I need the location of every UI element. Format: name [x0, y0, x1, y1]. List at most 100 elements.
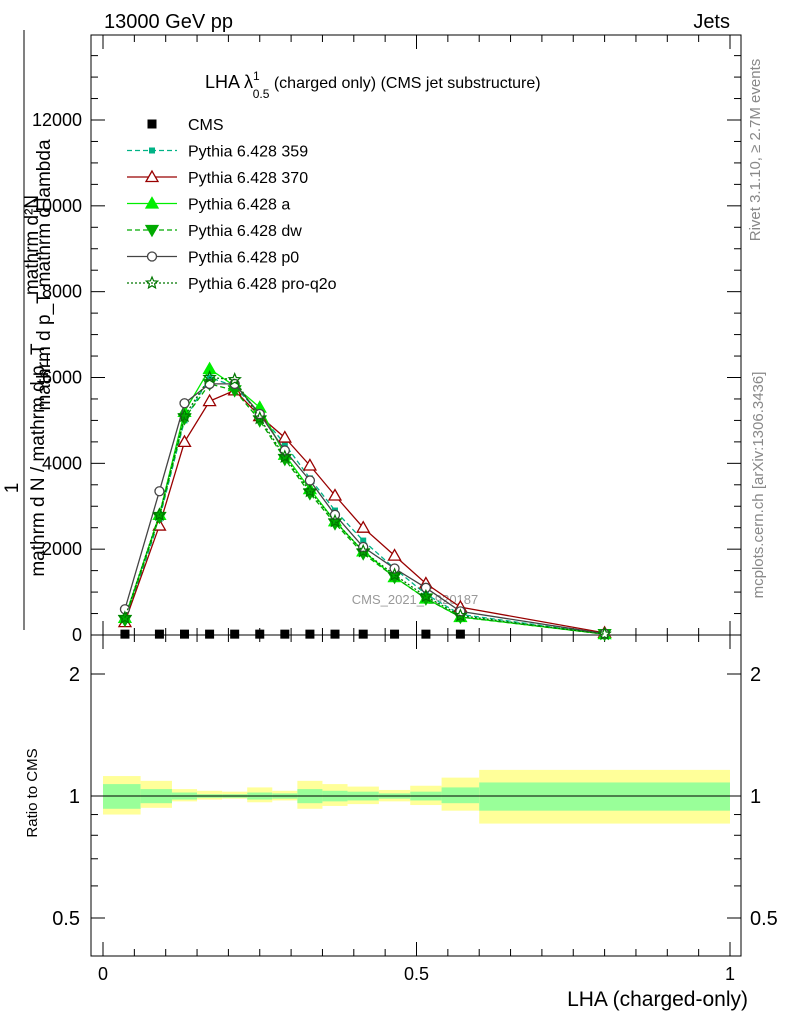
data-point-pp0 [304, 475, 316, 486]
y-tick-label: 6000 [42, 368, 82, 388]
legend-marker-pdw [144, 224, 160, 238]
plot-title: LHA λ1 0.5 (charged only) (CMS jet substr… [205, 69, 541, 101]
data-point-pq2o [227, 372, 242, 386]
legend-item-pdw: Pythia 6.428 dw [127, 223, 302, 240]
ylabel-prefix: 1 [2, 483, 23, 494]
ylabel-line1: mathrm d²N [22, 195, 43, 295]
data-point-p359 [360, 537, 367, 544]
ylabel-line2: mathrm d p_T mathrm d lambda [34, 139, 55, 410]
legend-item-pp0: Pythia 6.428 p0 [127, 250, 299, 267]
data-point-pp0 [179, 398, 190, 409]
legend-marker-pp0 [146, 251, 158, 262]
energy-label: 13000 GeV pp [104, 11, 233, 33]
series-line-p370 [124, 389, 605, 634]
data-point-pq2o [117, 610, 133, 625]
legend-marker-p359 [149, 147, 155, 154]
data-point-p370 [202, 393, 217, 407]
ratio-y-tick-label-right: 1 [750, 786, 761, 808]
data-point-cms [455, 629, 465, 639]
data-point-pp0 [420, 582, 432, 593]
ylabel-denominator: mathrm d N / mathrm d p_T [28, 343, 49, 577]
data-point-cms [180, 629, 190, 639]
data-point-cms [421, 629, 431, 639]
y-tick-label: 8000 [42, 282, 82, 302]
series-line-pdw [124, 383, 605, 635]
data-point-pq2o [453, 608, 468, 622]
data-point-pq2o [327, 513, 343, 528]
legend-item-pa: Pythia 6.428 a [127, 196, 290, 214]
data-point-pq2o [597, 626, 612, 641]
y-tick-label: 4000 [42, 453, 82, 473]
data-point-cms [358, 629, 368, 639]
data-point-p370 [387, 548, 402, 561]
x-tick-label: 0.5 [404, 964, 429, 984]
data-point-cms [390, 629, 400, 639]
legend-label-cms: CMS [188, 117, 224, 134]
data-point-p370 [177, 434, 192, 448]
data-point-pq2o [387, 567, 402, 582]
legend-marker-pq2o [144, 275, 160, 290]
data-point-pp0 [254, 408, 265, 420]
legend-marker-cms [147, 119, 157, 129]
series-pq2o [117, 369, 612, 641]
legend-label-pp0: Pythia 6.428 p0 [188, 250, 299, 267]
axis-tick-labels: 0 0.5 1 0 2000 4000 6000 8000 10000 12000 0.5 0.5 1 1… [32, 110, 778, 984]
legend-label-pdw: Pythia 6.428 dw [188, 223, 302, 240]
axis-ticks [91, 35, 741, 956]
data-point-p370 [302, 458, 318, 471]
data-point-pq2o [152, 507, 167, 522]
y-tick-label: 12000 [32, 110, 82, 130]
legend-marker-pa [144, 196, 160, 209]
data-point-pp0 [154, 486, 165, 497]
legend-label-pq2o: Pythia 6.428 pro-q2o [188, 276, 337, 293]
x-axis-label: LHA (charged-only) [567, 988, 748, 1011]
legend-label-p359: Pythia 6.428 359 [188, 144, 308, 161]
data-point-p370 [356, 520, 371, 533]
series-layer [117, 361, 612, 642]
ratio-y-tick-label: 1 [69, 786, 80, 808]
y-tick-label: 0 [72, 625, 82, 645]
ratio-y-tick-label-right: 2 [750, 664, 761, 686]
source-label: mcplots.cern.ch [arXiv:1306.3436] [750, 372, 767, 599]
data-point-p370 [277, 430, 292, 443]
ratio-bands [103, 769, 730, 824]
ratio-band-inner [441, 787, 480, 804]
data-point-pq2o [202, 369, 217, 384]
legend-label-pa: Pythia 6.428 a [188, 197, 290, 214]
title-sup: 1 [253, 69, 260, 83]
data-point-cms [280, 629, 290, 639]
title-sub: 0.5 [253, 87, 270, 101]
y-axis-label: mathrm d²N mathrm d p_T mathrm d lambda … [2, 30, 55, 630]
legend: CMS Pythia 6.428 359 Pythia 6.428 370 Pythi… [127, 117, 337, 293]
series-line-pp0 [124, 383, 605, 635]
x-tick-label: 1 [725, 964, 735, 984]
data-point-cms [305, 629, 315, 639]
data-point-p359 [281, 441, 288, 448]
data-point-pq2o [177, 408, 192, 423]
data-point-cms [154, 629, 164, 639]
y-tick-label: 10000 [32, 196, 82, 216]
data-point-p370 [327, 488, 343, 501]
legend-item-p370: Pythia 6.428 370 [127, 169, 308, 187]
data-point-cms [255, 629, 265, 639]
data-point-pq2o [277, 449, 292, 463]
data-point-pq2o [356, 543, 371, 558]
data-point-cms [205, 629, 215, 639]
ratio-band-inner [479, 782, 730, 811]
x-tick-label: 0 [98, 964, 108, 984]
analysis-watermark: CMS_2021_I1920187 [352, 592, 479, 607]
ratio-y-tick-label-right: 0.5 [750, 908, 778, 930]
data-point-pq2o [418, 588, 434, 603]
category-label: Jets [693, 11, 730, 33]
title-main: LHA λ [205, 72, 253, 92]
legend-label-p370: Pythia 6.428 370 [188, 170, 308, 187]
data-point-cms [120, 629, 130, 639]
legend-item-cms: CMS [147, 117, 224, 134]
rivet-label: Rivet 3.1.10, ≥ 2.7M events [747, 59, 764, 242]
data-point-pp0 [119, 604, 131, 615]
ratio-y-tick-label: 2 [69, 664, 80, 686]
legend-item-pq2o: Pythia 6.428 pro-q2o [127, 275, 337, 293]
y-tick-label: 2000 [42, 539, 82, 559]
ratio-ylabel: Ratio to CMS [24, 748, 41, 837]
